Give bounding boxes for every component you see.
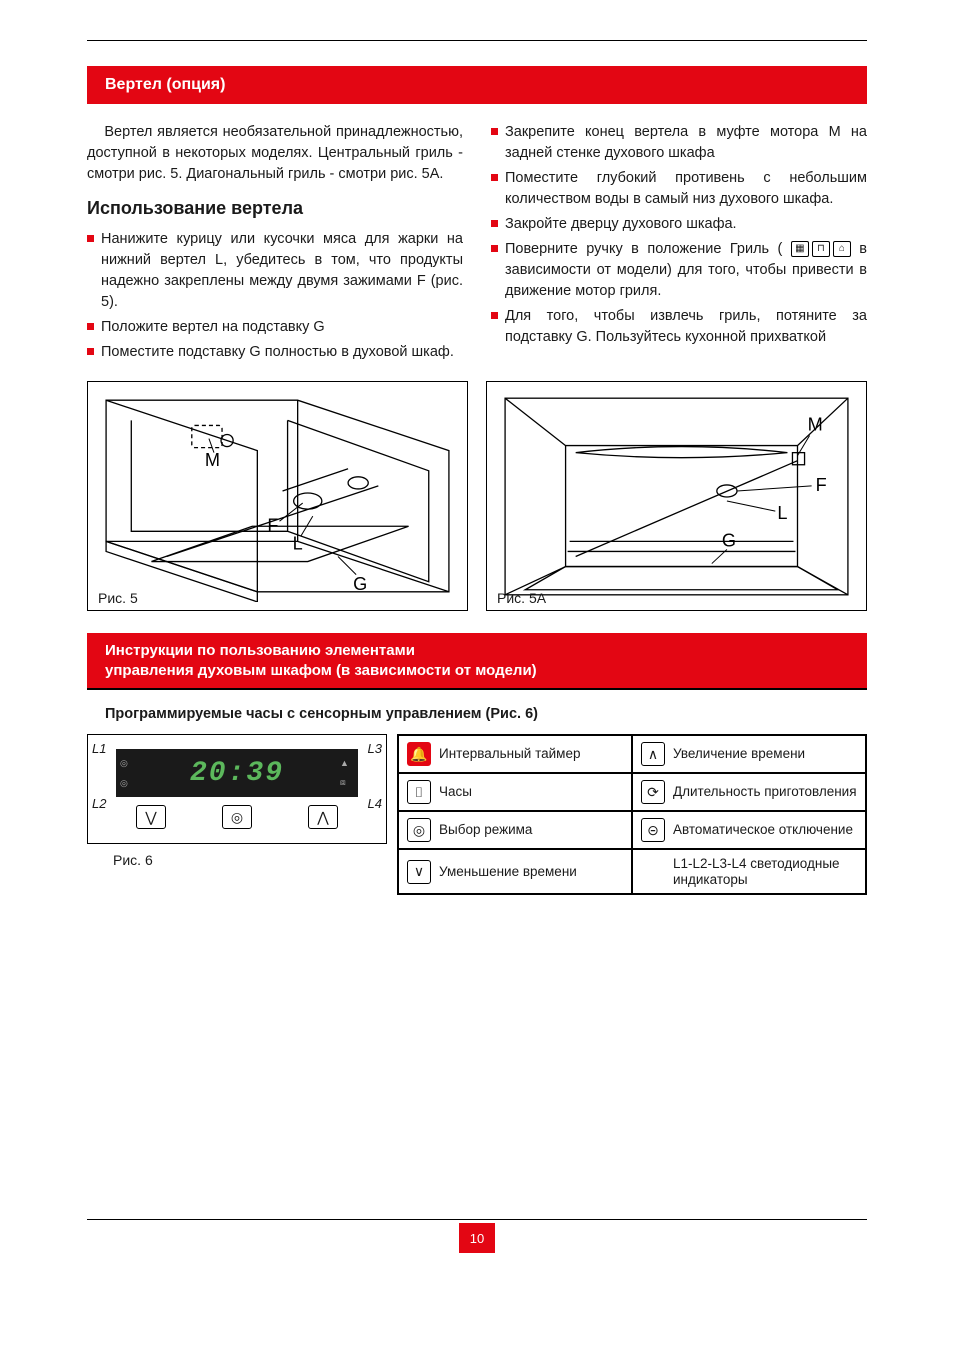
bell-icon: 🔔: [407, 742, 431, 766]
list-item: Положите вертел на подставку G: [87, 317, 463, 338]
list-item: Поверните ручку в положение Гриль ( ▦⊓⌂ …: [491, 239, 867, 302]
mode-button-icon: ◎: [222, 805, 252, 829]
figure-5: M F L G Рис. 5: [87, 381, 468, 611]
figure-caption: Рис. 5А: [497, 590, 546, 606]
led-pointer-l3: L3: [368, 741, 382, 756]
auto-off-icon: ⊝: [641, 818, 665, 842]
down-button-icon: ⋁: [136, 805, 166, 829]
list-item: Закройте дверцу духового шкафа.: [491, 214, 867, 235]
legend-cell: ⟳ Длительность приготовления: [632, 773, 866, 811]
legend-cell: ◎ Выбор режима: [398, 811, 632, 849]
grill-mode-icon: ⌂: [833, 241, 851, 257]
oven-diagram-5a: M F L G: [495, 390, 858, 602]
led-pointer-l4: L4: [368, 796, 382, 811]
svg-text:G: G: [722, 531, 736, 551]
left-bullets: Нанижите курицу или кусочки мяса для жар…: [87, 229, 463, 363]
usage-heading: Использование вертела: [87, 195, 463, 221]
legend-cell: ⌷ Часы: [398, 773, 632, 811]
figure-6-row: L1 L3 L2 L4 ◎◎ 20:39 ▲⧈ ⋁ ◎ ⋀ Рис. 6 🔔: [87, 734, 867, 895]
svg-text:M: M: [808, 415, 823, 435]
figure-caption: Рис. 6: [113, 852, 387, 868]
clock-buttons: ⋁ ◎ ⋀: [108, 805, 366, 829]
figure-5a: M F L G Рис. 5А: [486, 381, 867, 611]
figure-caption: Рис. 5: [98, 590, 138, 606]
up-button-icon: ⋀: [308, 805, 338, 829]
list-item: Поместите глубокий противень с небольшим…: [491, 168, 867, 210]
figure-6-clock: L1 L3 L2 L4 ◎◎ 20:39 ▲⧈ ⋁ ◎ ⋀ Рис. 6: [87, 734, 387, 868]
svg-text:F: F: [816, 475, 827, 495]
down-icon: ∨: [407, 860, 431, 884]
grill-mode-icon: ▦: [791, 241, 809, 257]
lcd-display: ◎◎ 20:39 ▲⧈: [116, 749, 358, 797]
list-item: Закрепите конец вертела в муфте мотора М…: [491, 122, 867, 164]
up-icon: ∧: [641, 742, 665, 766]
figure-row: M F L G Рис. 5: [87, 381, 867, 611]
svg-text:F: F: [267, 516, 278, 536]
two-column-text: Вертел является необязательной принадлеж…: [87, 122, 867, 367]
grill-mode-icon: ⊓: [812, 241, 830, 257]
legend-cell: L1-L2-L3-L4 светодиодные индикаторы: [632, 849, 866, 894]
right-column: Закрепите конец вертела в муфте мотора М…: [491, 122, 867, 367]
clock-icon: ⌷: [407, 780, 431, 804]
intro-paragraph: Вертел является необязательной принадлеж…: [87, 122, 463, 185]
svg-text:L: L: [777, 503, 787, 523]
right-bullets: Закрепите конец вертела в муфте мотора М…: [491, 122, 867, 348]
clock-subheading: Программируемые часы с сенсорным управле…: [105, 706, 867, 722]
svg-text:G: G: [353, 574, 367, 594]
legend-table: 🔔 Интервальный таймер ∧ Увеличение време…: [397, 734, 867, 895]
led-pointer-l2: L2: [92, 796, 106, 811]
manual-page: Вертел (опция) Вертел является необязате…: [87, 40, 867, 1220]
lcd-time: 20:39: [190, 758, 284, 789]
oven-diagram-5: M F L G: [96, 390, 459, 602]
mode-icons: ▦⊓⌂: [791, 241, 851, 257]
section-title-controls: Инструкции по пользованию элементами упр…: [87, 633, 867, 690]
left-column: Вертел является необязательной принадлеж…: [87, 122, 463, 367]
legend-cell: ∧ Увеличение времени: [632, 735, 866, 773]
duration-icon: ⟳: [641, 780, 665, 804]
svg-text:M: M: [205, 450, 220, 470]
list-item: Нанижите курицу или кусочки мяса для жар…: [87, 229, 463, 313]
section-title-spit: Вертел (опция): [87, 66, 867, 104]
list-item: Поместите подставку G полностью в духово…: [87, 342, 463, 363]
legend-cell: 🔔 Интервальный таймер: [398, 735, 632, 773]
mode-icon: ◎: [407, 818, 431, 842]
list-item: Для того, чтобы извлечь гриль, потяните …: [491, 306, 867, 348]
legend-cell: ⊝ Автоматическое отключение: [632, 811, 866, 849]
legend-cell: ∨ Уменьшение времени: [398, 849, 632, 894]
page-number: 10: [459, 1223, 495, 1253]
led-pointer-l1: L1: [92, 741, 106, 756]
